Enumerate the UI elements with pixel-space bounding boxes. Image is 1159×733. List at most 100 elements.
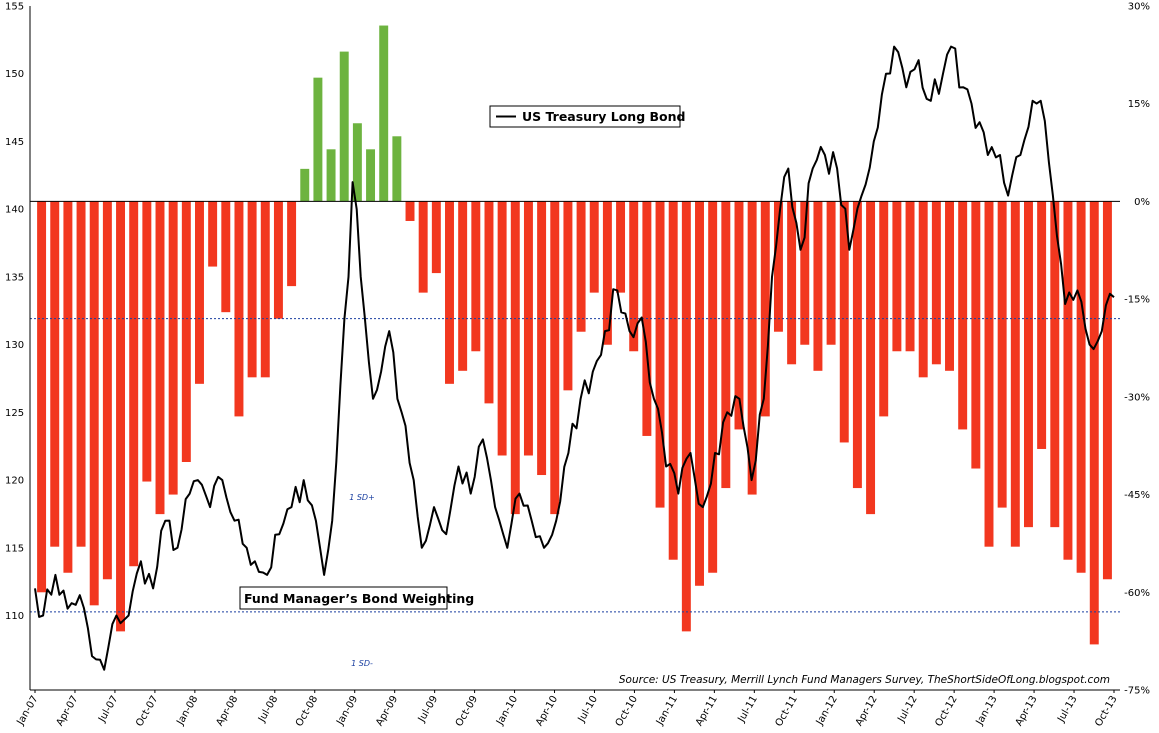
weighting-bar xyxy=(537,201,547,476)
weighting-bar xyxy=(655,201,665,508)
weighting-bar xyxy=(852,201,862,489)
weighting-bar xyxy=(616,201,626,293)
legend-box xyxy=(489,105,681,128)
x-tick-label: Oct-10 xyxy=(614,694,640,729)
weighting-bar xyxy=(747,201,757,495)
x-axis-ticks: Jan-07 Apr-07 Jul-07 Oct-07 Jan-08 Apr-08 Jul-… xyxy=(15,690,1120,729)
weighting-bar xyxy=(102,201,112,580)
weighting-bar xyxy=(892,201,902,352)
weighting-bar xyxy=(1076,201,1086,573)
weighting-bar xyxy=(142,201,152,482)
weighting-bar xyxy=(287,201,297,287)
weighting-bar xyxy=(195,201,204,384)
weighting-bar xyxy=(1037,201,1047,449)
weighting-bar xyxy=(826,201,836,345)
weighting-bar xyxy=(945,201,954,371)
bar-title-box: Fund Manager’s Bond Weighting xyxy=(239,586,474,610)
weighting-bar xyxy=(773,201,783,332)
x-tick-label: Apr-11 xyxy=(694,694,720,728)
weighting-bar xyxy=(63,201,73,573)
weighting-bar xyxy=(800,201,810,345)
x-tick-label: Jan-10 xyxy=(494,694,520,728)
x-tick-label: Oct-12 xyxy=(933,694,959,729)
right-tick-label: -30% xyxy=(1124,392,1150,403)
x-tick-label: Jul-07 xyxy=(96,694,120,725)
weighting-bar xyxy=(931,201,941,365)
x-tick-label: Jul-08 xyxy=(256,694,280,725)
weighting-bar xyxy=(602,201,612,345)
weighting-bar xyxy=(1063,201,1073,560)
x-tick-label: Apr-09 xyxy=(374,694,400,728)
source-text: Source: US Treasury, Merrill Lynch Fund … xyxy=(619,674,1110,686)
weighting-bar xyxy=(458,201,468,371)
weighting-bar xyxy=(1024,201,1033,528)
x-tick-label: Apr-12 xyxy=(854,694,880,728)
left-tick-label: 120 xyxy=(5,476,24,487)
left-tick-label: 145 xyxy=(5,137,24,148)
weighting-bar xyxy=(221,201,231,313)
x-tick-label: Jan-07 xyxy=(15,694,41,728)
right-tick-label: -45% xyxy=(1124,490,1150,501)
x-tick-label: Apr-08 xyxy=(214,694,240,728)
weighting-bar xyxy=(866,201,876,515)
weighting-bar xyxy=(181,201,191,462)
treasury-bond-series xyxy=(34,45,1115,671)
right-tick-label: -75% xyxy=(1124,686,1150,697)
weighting-bar xyxy=(997,201,1007,508)
left-tick-label: 115 xyxy=(5,543,24,554)
weighting-bar xyxy=(1050,201,1060,528)
left-tick-label: 125 xyxy=(5,408,24,419)
weighting-bar xyxy=(984,201,994,547)
weighting-bar xyxy=(734,201,744,430)
weighting-bar xyxy=(37,201,47,593)
x-tick-label: Jan-11 xyxy=(654,694,680,728)
weighting-bar xyxy=(681,201,691,632)
weighting-bar xyxy=(471,201,481,352)
weighting-bar xyxy=(918,201,928,378)
right-axis-ticks: 30% 15% 0% -15% -30% -45% -60% -75% xyxy=(1124,2,1150,697)
weighting-bar xyxy=(129,201,139,567)
weighting-bar xyxy=(484,201,494,404)
bar-title-frame xyxy=(239,586,448,610)
treasury-bond-line xyxy=(34,45,1115,671)
left-tick-label: 155 xyxy=(5,2,24,13)
weighting-bar xyxy=(708,201,718,573)
weighting-bar xyxy=(576,201,586,332)
weighting-bar xyxy=(155,201,165,515)
weighting-bar xyxy=(839,201,849,443)
weighting-bar xyxy=(721,201,731,489)
x-tick-label: Oct-11 xyxy=(774,694,800,729)
weighting-bar xyxy=(1102,201,1112,580)
x-tick-label: Jul-12 xyxy=(896,694,920,725)
weighting-bar xyxy=(326,149,336,202)
sd-upper-label: 1 SD+ xyxy=(349,493,375,502)
x-tick-label: Oct-09 xyxy=(454,694,480,729)
left-tick-label: 135 xyxy=(5,272,24,283)
left-tick-label: 130 xyxy=(5,340,24,351)
x-tick-label: Apr-13 xyxy=(1014,694,1040,728)
weighting-bar xyxy=(445,201,454,384)
right-tick-label: 0% xyxy=(1134,197,1150,208)
weighting-bar xyxy=(668,201,678,560)
x-tick-label: Jul-11 xyxy=(736,694,760,725)
x-tick-label: Oct-13 xyxy=(1093,694,1119,729)
x-tick-label: Jan-12 xyxy=(814,694,840,728)
weighting-bar xyxy=(366,149,376,202)
weighting-bar xyxy=(300,168,310,202)
x-tick-label: Oct-08 xyxy=(294,694,320,729)
weighting-bar xyxy=(234,201,244,417)
weighting-bar xyxy=(418,201,428,293)
weighting-bar xyxy=(379,25,389,202)
x-tick-label: Jul-09 xyxy=(416,694,440,725)
weighting-bar xyxy=(50,201,60,547)
right-tick-label: -15% xyxy=(1124,295,1150,306)
left-tick-label: 140 xyxy=(5,205,24,216)
left-tick-label: 150 xyxy=(5,69,24,80)
weighting-bar xyxy=(550,201,560,515)
x-tick-label: Jul-10 xyxy=(576,694,600,725)
weighting-bar xyxy=(589,201,599,293)
bond-weighting-bars xyxy=(37,25,1112,645)
line-legend: US Treasury Long Bond xyxy=(489,105,685,128)
bar-title: Fund Manager’s Bond Weighting xyxy=(244,591,474,606)
